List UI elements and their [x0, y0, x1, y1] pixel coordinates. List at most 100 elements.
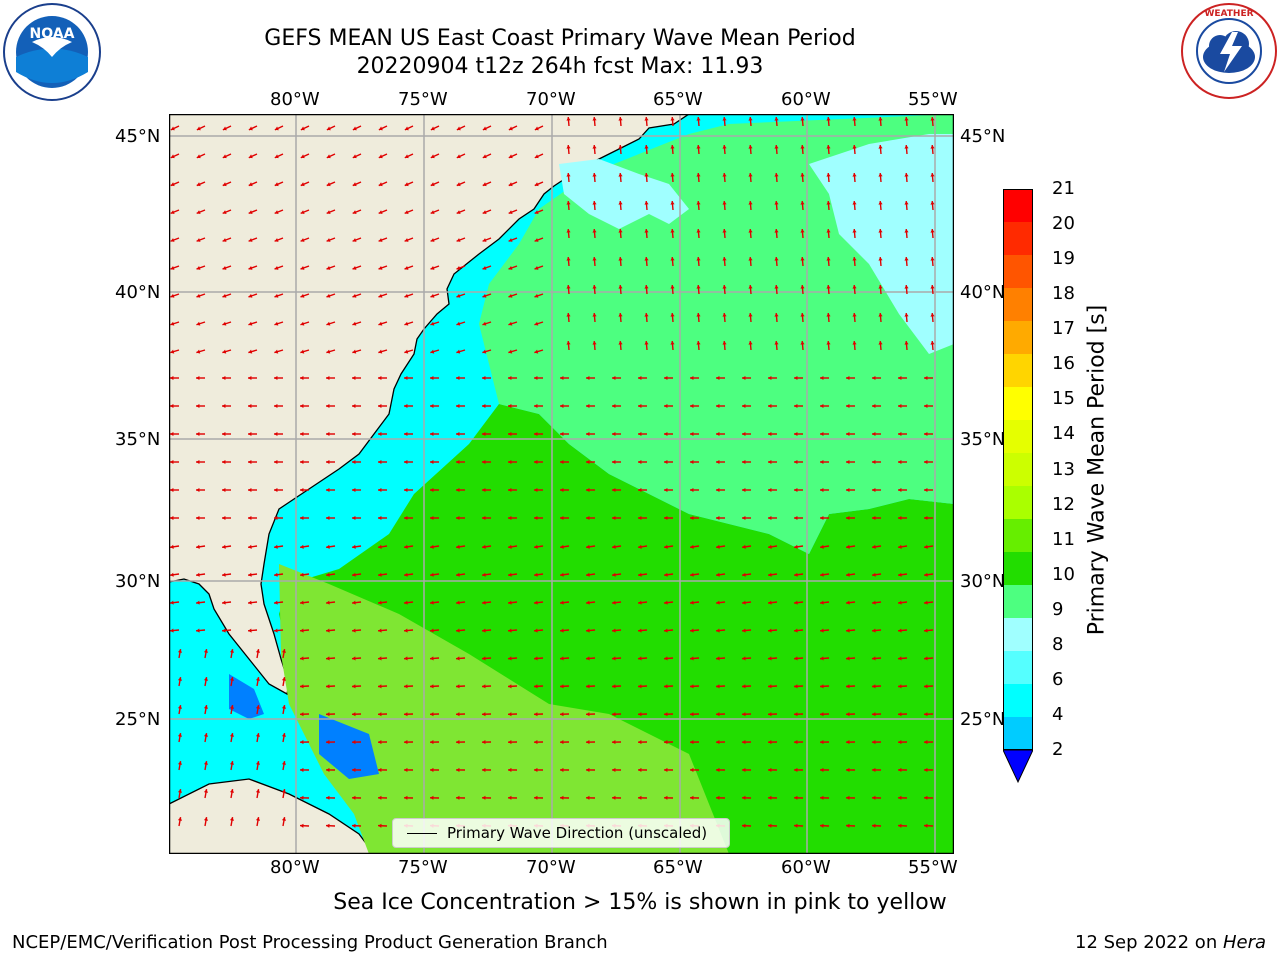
wave-arrow-head	[930, 145, 935, 149]
wave-arrow-head	[748, 173, 753, 177]
wave-arrow-head	[534, 712, 538, 717]
wave-arrow-head	[742, 544, 746, 549]
wave-arrow-head	[274, 210, 279, 215]
wave-arrow-head	[170, 375, 174, 381]
wave-arrow-head	[800, 313, 805, 317]
wave-arrow-head	[300, 795, 304, 800]
wave-arrow-head	[898, 515, 902, 521]
wave-arrow-head	[846, 403, 850, 409]
wave-arrow-head	[378, 321, 383, 326]
colorbar-segment	[1003, 420, 1033, 454]
wave-arrow-head	[716, 795, 720, 800]
wave-arrow-head	[872, 684, 876, 689]
wave-arrow-head	[898, 712, 902, 717]
wave-arrow-head	[612, 544, 616, 549]
wave-arrow-head	[508, 459, 512, 465]
wave-arrow-head	[482, 487, 486, 493]
wave-arrow-head	[456, 628, 460, 633]
wave-arrow-head	[592, 145, 597, 149]
wave-arrow-head	[930, 341, 935, 345]
wave-arrow-head	[872, 600, 876, 605]
wave-arrow-head	[794, 684, 798, 689]
wave-arrow-head	[664, 628, 668, 633]
wave-arrow-head	[300, 321, 305, 326]
wave-arrow-head	[690, 795, 694, 800]
wave-arrow-head	[670, 257, 675, 261]
wave-arrow-head	[664, 487, 668, 493]
wave-arrow-head	[716, 459, 720, 465]
wave-arrow-head	[222, 375, 226, 381]
wave-arrow-head	[196, 403, 200, 409]
wave-arrow-head	[566, 229, 571, 233]
wave-arrow-head	[618, 257, 623, 261]
wave-arrow-head	[281, 789, 286, 793]
wave-arrow-head	[794, 628, 798, 633]
wave-arrow-head	[820, 487, 824, 493]
wave-arrow-head	[690, 459, 694, 465]
wave-arrow-head	[456, 293, 461, 298]
wave-arrow-head	[878, 341, 883, 345]
wave-arrow-head	[924, 628, 928, 633]
wave-arrow-head	[872, 403, 876, 409]
wave-arrow-head	[352, 321, 357, 326]
wave-arrow-head	[664, 459, 668, 465]
wave-arrow-head	[456, 321, 461, 326]
wave-arrow-head	[300, 487, 304, 493]
wave-arrow-head	[196, 321, 201, 326]
wave-arrow-head	[618, 313, 623, 317]
wave-arrow-head	[612, 487, 616, 493]
wave-arrow-head	[826, 145, 831, 149]
wave-arrow-head	[898, 431, 902, 437]
wave-arrow-head	[196, 349, 201, 354]
colorbar	[1002, 189, 1034, 784]
wave-arrow-head	[300, 656, 304, 661]
wave-arrow-head	[878, 257, 883, 261]
wave-arrow-head	[534, 795, 538, 800]
wave-arrow-head	[248, 459, 252, 465]
wave-arrow-head	[670, 313, 675, 317]
wave-arrow-head	[794, 823, 798, 828]
wave-arrow-head	[618, 229, 623, 233]
wave-arrow-head	[664, 600, 668, 605]
wave-arrow-head	[898, 487, 902, 493]
wave-arrow-head	[482, 126, 487, 131]
wave-arrow-head	[930, 285, 935, 289]
period-region-light-green	[479, 114, 954, 554]
wave-arrow-head	[378, 740, 382, 745]
wave-arrow-head	[924, 600, 928, 605]
wave-arrow-head	[592, 229, 597, 233]
wave-arrow-head	[690, 684, 694, 689]
wave-arrow-head	[560, 628, 564, 633]
wave-arrow-head	[800, 145, 805, 149]
wave-arrow-head	[222, 431, 226, 437]
wave-arrow-head	[586, 572, 590, 577]
lat-left-label: 25°N	[115, 709, 161, 730]
wave-arrow-head	[352, 459, 356, 465]
wave-arrow-head	[846, 431, 850, 437]
wave-arrow-head	[456, 265, 461, 270]
wave-arrow-head	[430, 349, 435, 354]
wave-arrow-head	[716, 740, 720, 745]
wave-arrow-head	[326, 431, 330, 437]
wave-arrow-head	[846, 459, 850, 465]
wave-arrow-head	[196, 126, 201, 131]
colorbar-tick-label: 16	[1052, 353, 1075, 375]
wave-arrow-head	[274, 515, 278, 521]
wave-arrow-head	[696, 313, 701, 317]
wave-arrow-head	[878, 117, 883, 121]
wave-arrow-head	[508, 572, 512, 577]
wave-arrow-head	[222, 600, 226, 605]
wave-arrow-head	[222, 321, 227, 326]
wave-arrow-head	[722, 145, 727, 149]
wave-arrow-head	[690, 656, 694, 661]
wave-arrow-head	[508, 431, 512, 437]
wave-arrow-head	[170, 403, 174, 409]
wave-arrow-head	[800, 173, 805, 177]
wave-arrow-head	[430, 210, 435, 215]
wave-arrow-head	[852, 173, 857, 177]
wave-arrow-head	[300, 600, 304, 605]
wave-arrow-head	[326, 238, 331, 242]
wave-arrow-head	[690, 740, 694, 745]
wave-arrow-head	[300, 572, 304, 577]
wave-arrow-head	[566, 341, 571, 345]
